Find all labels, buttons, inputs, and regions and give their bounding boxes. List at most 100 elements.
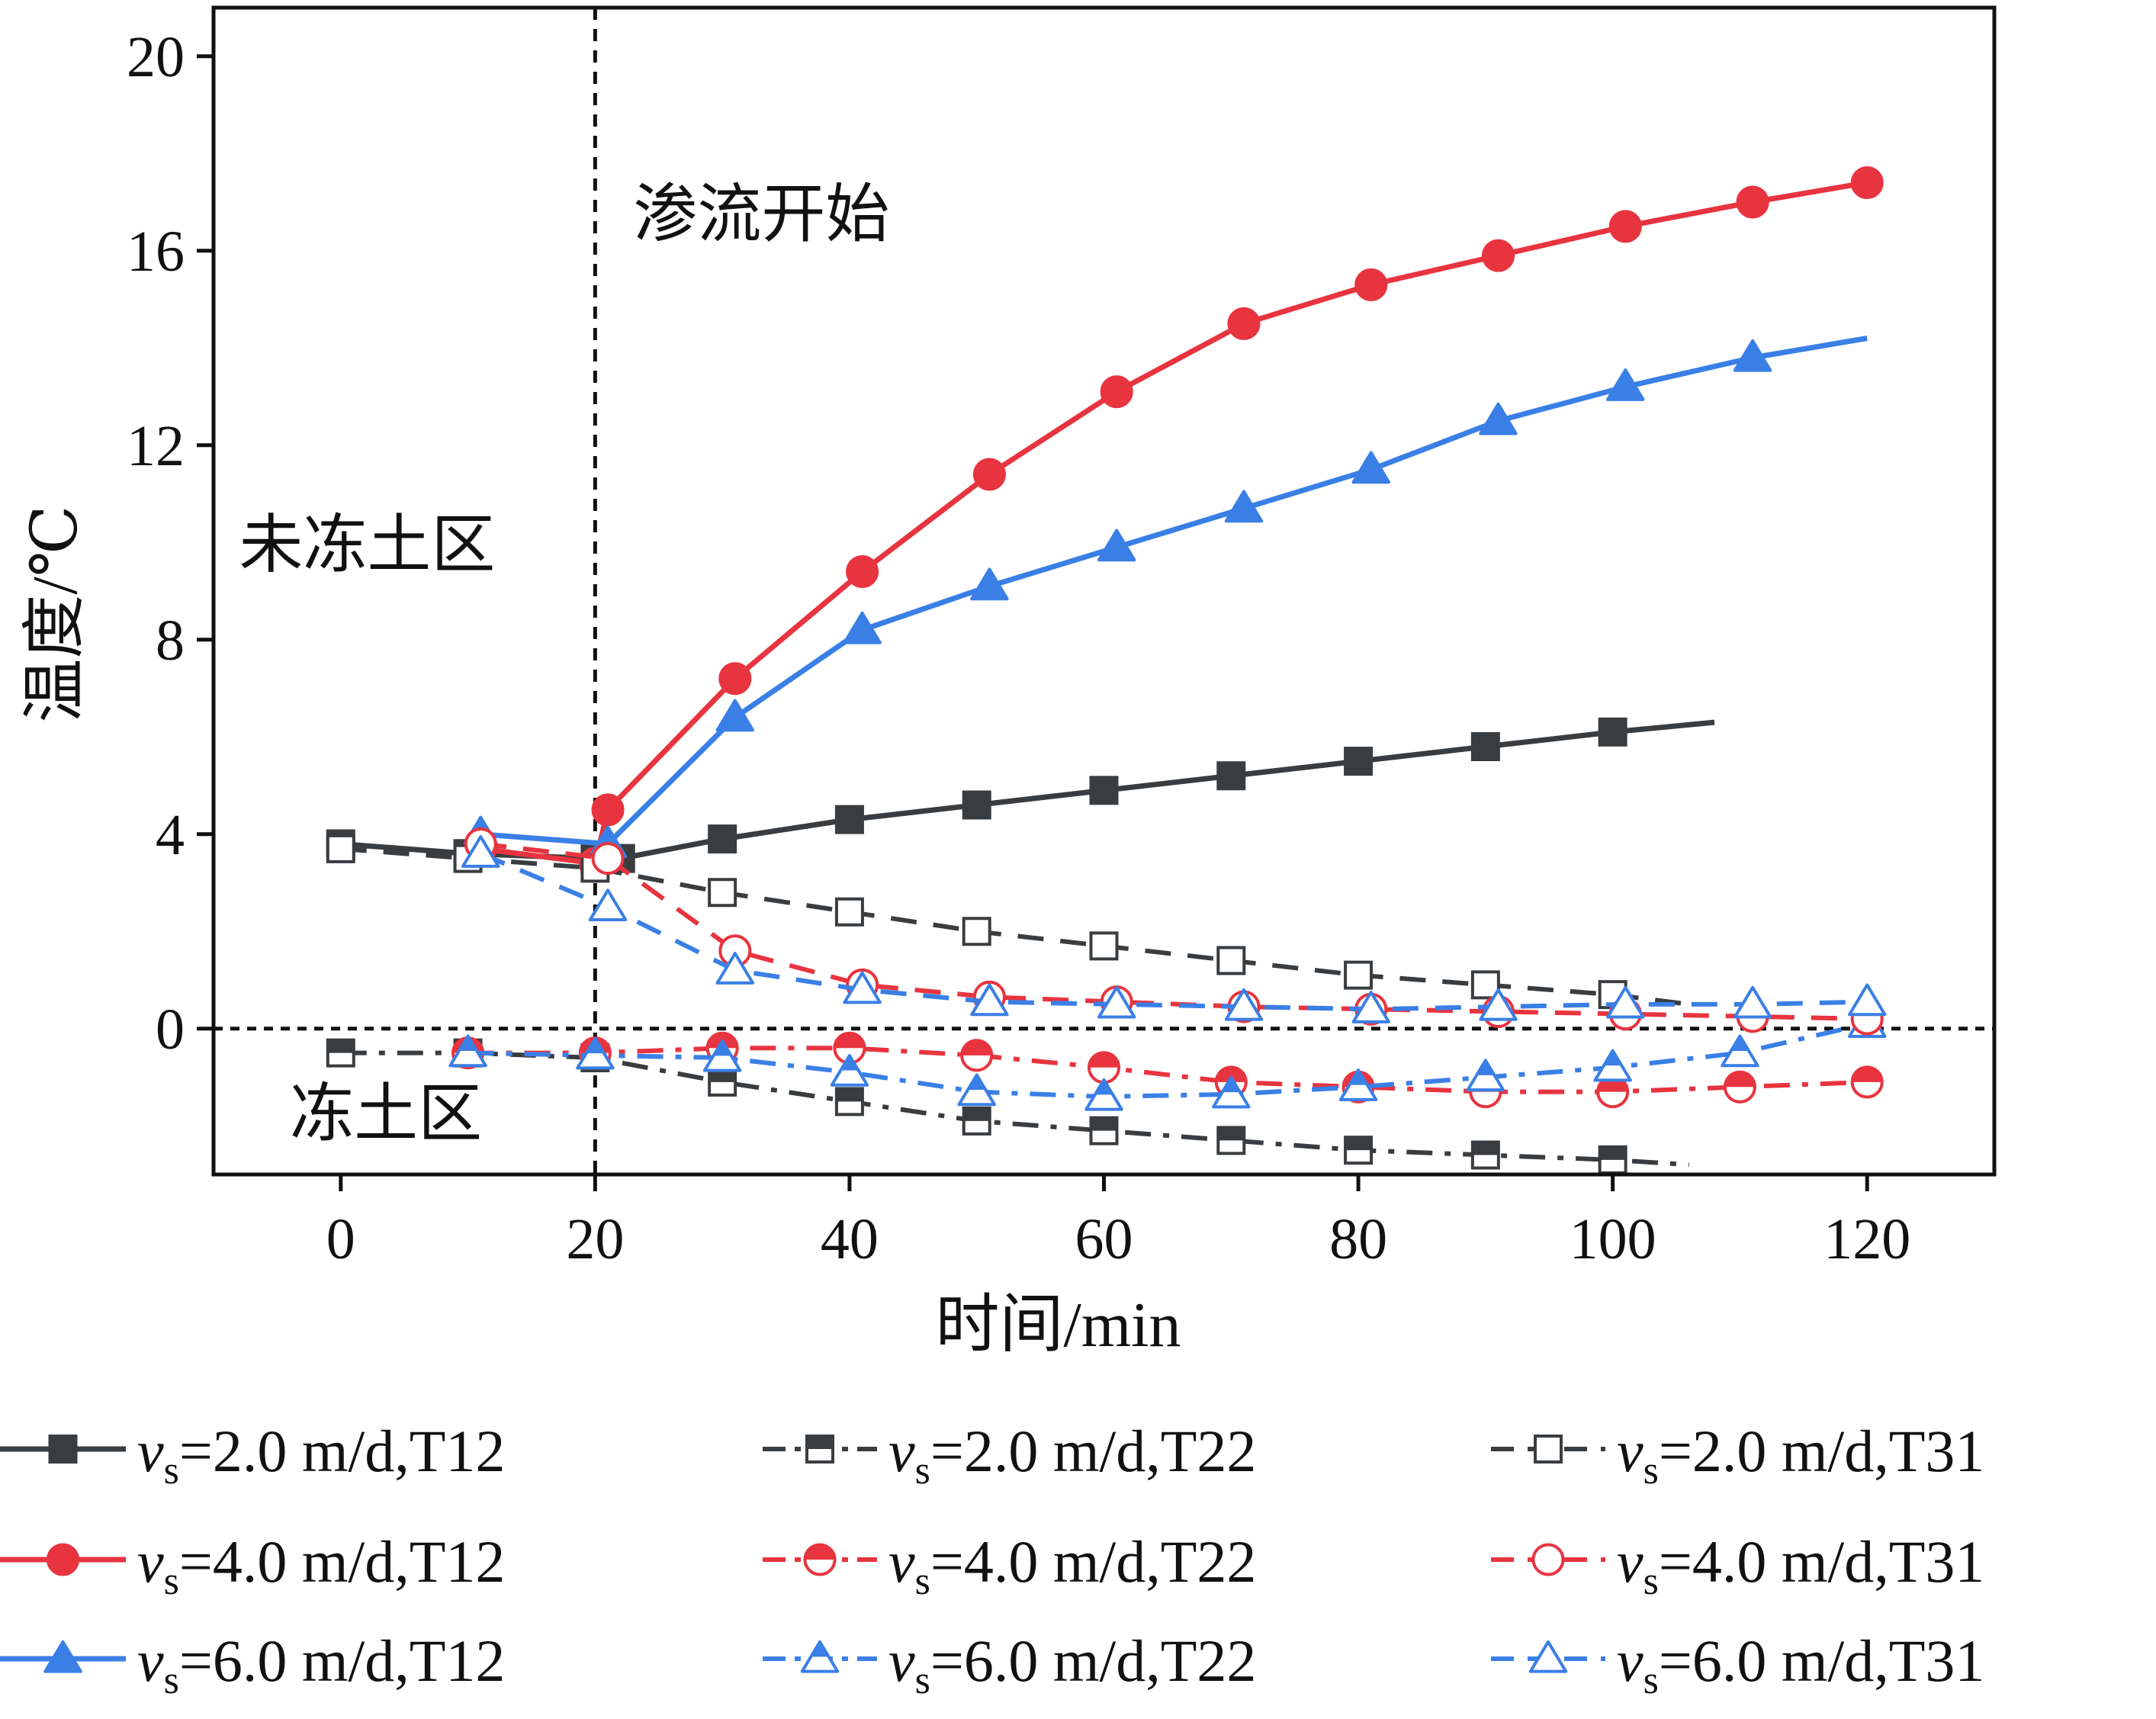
data-point xyxy=(1212,1075,1251,1109)
marker-triangle xyxy=(588,888,628,921)
data-point xyxy=(591,793,625,827)
data-point xyxy=(708,1067,737,1097)
series-line xyxy=(480,841,1868,1021)
legend-marker xyxy=(805,1435,834,1464)
data-point xyxy=(1224,988,1264,1021)
legend-item: vs=2.0 m/d,T31 xyxy=(1491,1418,1984,1492)
marker-triangle xyxy=(1351,451,1390,484)
data-point xyxy=(1084,1078,1123,1111)
marker-triangle xyxy=(1224,988,1264,1021)
marker-triangle xyxy=(843,611,882,644)
x-axis-title: 时间/min xyxy=(935,1290,1181,1361)
legend-series-name: =6.0 m/d,T31 xyxy=(1659,1627,1984,1694)
data-point xyxy=(962,1106,991,1136)
legend-label: vs=4.0 m/d,T31 xyxy=(1617,1528,1984,1603)
marker-triangle xyxy=(461,835,500,868)
legend-series-name: =4.0 m/d,T22 xyxy=(930,1528,1256,1595)
data-point xyxy=(960,1039,994,1072)
marker-triangle xyxy=(1224,490,1264,523)
marker-circle xyxy=(1354,268,1388,301)
marker-square xyxy=(326,834,355,863)
data-point xyxy=(1470,970,1500,1000)
marker-square xyxy=(708,824,737,854)
legend-series-name: =6.0 m/d,T22 xyxy=(930,1627,1256,1694)
data-point xyxy=(834,1087,864,1117)
data-point xyxy=(461,835,500,868)
legend-marker xyxy=(48,1435,78,1464)
marker-triangle-fill xyxy=(713,1040,731,1056)
data-point xyxy=(1338,1068,1378,1101)
data-point xyxy=(970,567,1009,601)
marker-triangle-fill xyxy=(1094,1079,1113,1095)
marker-square-fill xyxy=(963,1107,990,1121)
marker-square xyxy=(1344,747,1374,776)
legend-marker xyxy=(1531,1543,1565,1576)
marker-square xyxy=(48,1435,78,1464)
marker-triangle-fill xyxy=(1603,1050,1622,1066)
y-tick-label: 0 xyxy=(156,998,185,1062)
marker-triangle-fill xyxy=(458,1036,477,1051)
marker-square-fill xyxy=(1218,1127,1245,1141)
legend-item: vs=6.0 m/d,T12 xyxy=(0,1627,505,1702)
marker-circle-fill xyxy=(1724,1072,1755,1088)
marker-square-fill xyxy=(327,1039,354,1053)
data-point xyxy=(718,662,752,696)
marker-triangle-fill xyxy=(1476,1060,1495,1075)
legend-symbol: v xyxy=(888,1627,915,1694)
legend-subscript: s xyxy=(915,1449,930,1492)
legend-item: vs=6.0 m/d,T22 xyxy=(763,1627,1256,1702)
legend-subscript: s xyxy=(1644,1560,1659,1603)
marker-circle-fill xyxy=(834,1033,865,1049)
series-line xyxy=(468,1021,1868,1099)
y-tick-label: 8 xyxy=(156,609,185,673)
y-tick-label: 12 xyxy=(127,414,185,478)
data-point xyxy=(1608,210,1642,243)
marker-triangle xyxy=(715,952,755,985)
marker-triangle xyxy=(1351,991,1390,1023)
marker-triangle-fill xyxy=(968,1075,986,1090)
marker-triangle xyxy=(970,983,1009,1017)
legend-label: vs=4.0 m/d,T12 xyxy=(137,1528,505,1603)
legend-subscript: s xyxy=(164,1659,179,1702)
data-point xyxy=(1733,985,1772,1019)
marker-circle xyxy=(1608,210,1642,243)
marker-circle-fill xyxy=(805,1544,835,1560)
marker-triangle xyxy=(1848,983,1887,1017)
series-line xyxy=(340,1050,1689,1168)
plot-area xyxy=(214,8,1994,1174)
data-point xyxy=(326,1038,355,1068)
data-point xyxy=(1097,529,1136,562)
legend-symbol: v xyxy=(137,1627,164,1694)
legend-label: vs=6.0 m/d,T31 xyxy=(1617,1627,1984,1702)
data-point xyxy=(830,1054,869,1087)
data-point xyxy=(834,897,864,927)
legend-subscript: s xyxy=(1644,1659,1659,1702)
legend-subscript: s xyxy=(164,1449,179,1492)
legend-label: vs=2.0 m/d,T31 xyxy=(1617,1418,1984,1492)
annotation: 冻土区 xyxy=(290,1076,482,1151)
data-point xyxy=(834,805,864,834)
data-point xyxy=(1087,1051,1121,1084)
legend-marker xyxy=(800,1640,840,1673)
marker-circle xyxy=(1850,165,1884,200)
marker-square-fill xyxy=(1599,1146,1626,1160)
legend-subscript: s xyxy=(915,1560,930,1603)
marker-circle xyxy=(972,458,1006,491)
legend-symbol: v xyxy=(1617,1418,1644,1484)
data-point xyxy=(1606,368,1645,401)
marker-square xyxy=(834,805,864,834)
marker-triangle-fill xyxy=(840,1055,859,1071)
marker-triangle-fill xyxy=(586,1038,605,1054)
legend-marker xyxy=(1534,1435,1563,1464)
marker-square xyxy=(708,878,737,908)
marker-square-fill xyxy=(1472,1142,1499,1155)
data-point xyxy=(702,1039,742,1072)
x-tick-label: 60 xyxy=(1075,1207,1133,1271)
marker-circle xyxy=(718,662,752,696)
data-point xyxy=(1733,339,1772,372)
data-point xyxy=(1850,1065,1884,1099)
legend-series-name: =2.0 m/d,T31 xyxy=(1659,1418,1984,1484)
legend-label: vs=6.0 m/d,T12 xyxy=(137,1627,505,1702)
data-point xyxy=(1100,375,1133,409)
